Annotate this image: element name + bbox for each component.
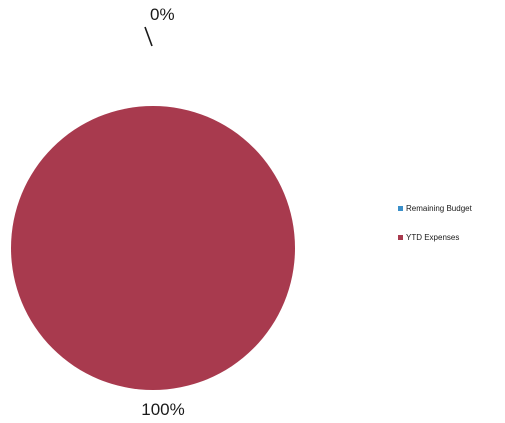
- leader-line-remaining-budget: [144, 26, 153, 47]
- legend-item-ytd-expenses: YTD Expenses: [398, 232, 472, 242]
- pie-slice-ytd-expenses: [11, 106, 295, 390]
- legend-label-ytd-expenses: YTD Expenses: [406, 232, 460, 242]
- legend-swatch-ytd-expenses: [398, 234, 403, 240]
- data-label-remaining-budget: 0%: [150, 5, 175, 24]
- legend-swatch-remaining-budget: [398, 205, 403, 211]
- data-label-ytd-expenses: 100%: [141, 400, 184, 419]
- chart-legend: Remaining Budget YTD Expenses: [398, 203, 472, 261]
- legend-label-remaining-budget: Remaining Budget: [406, 203, 472, 213]
- legend-item-remaining-budget: Remaining Budget: [398, 203, 472, 213]
